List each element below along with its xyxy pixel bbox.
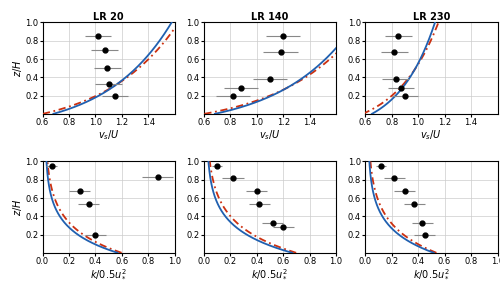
Y-axis label: $z/H$: $z/H$ <box>10 198 24 216</box>
Title: LR 20: LR 20 <box>94 12 124 22</box>
Title: LR 140: LR 140 <box>252 12 288 22</box>
X-axis label: $k/0.5u_*^2$: $k/0.5u_*^2$ <box>413 268 450 281</box>
X-axis label: $v_s/U$: $v_s/U$ <box>98 128 120 142</box>
Title: LR 230: LR 230 <box>412 12 450 22</box>
X-axis label: $v_s/U$: $v_s/U$ <box>420 128 442 142</box>
X-axis label: $k/0.5u_*^2$: $k/0.5u_*^2$ <box>90 268 127 281</box>
X-axis label: $k/0.5u_*^2$: $k/0.5u_*^2$ <box>252 268 288 281</box>
X-axis label: $v_s/U$: $v_s/U$ <box>259 128 281 142</box>
Y-axis label: $z/H$: $z/H$ <box>10 60 24 77</box>
